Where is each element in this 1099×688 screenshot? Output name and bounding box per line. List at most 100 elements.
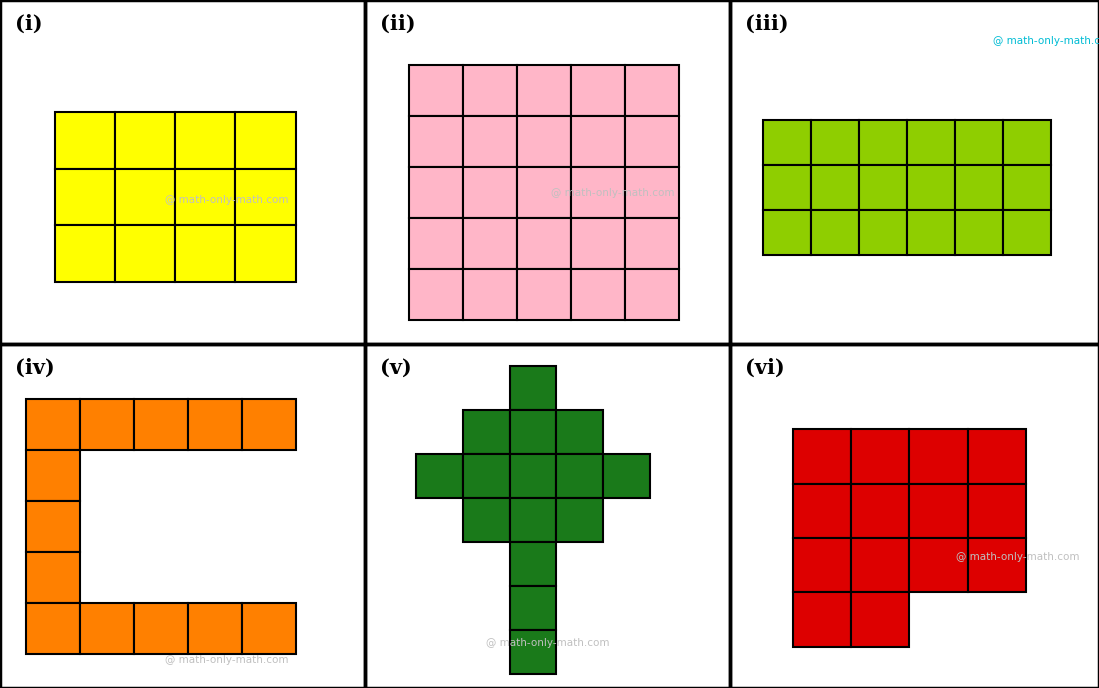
Text: @ math-only-math.com: @ math-only-math.com [165,195,288,204]
Bar [570,269,625,320]
Bar [463,454,510,498]
Bar [409,269,463,320]
Bar [510,410,556,454]
Bar [851,592,909,647]
Bar [510,586,556,630]
Bar [463,410,510,454]
Bar [570,167,625,218]
Text: (iii): (iii) [745,14,788,34]
Bar [463,65,517,116]
Bar [792,592,851,647]
Text: @ math-only-math.com: @ math-only-math.com [552,188,675,197]
Text: @ math-only-math.com: @ math-only-math.com [993,36,1099,46]
Bar [188,399,242,450]
Text: (v): (v) [379,358,411,378]
Bar [188,603,242,654]
Bar [851,429,909,484]
Bar [811,210,859,255]
Bar [463,498,510,542]
Bar [556,410,603,454]
Bar [510,498,556,542]
Bar [409,116,463,167]
Bar [556,498,603,542]
Bar [909,429,967,484]
Bar [517,65,570,116]
Bar [1003,165,1051,210]
Bar [792,429,851,484]
Text: @ math-only-math.com: @ math-only-math.com [486,638,609,648]
Bar [851,484,909,538]
Bar [25,603,79,654]
Bar [517,167,570,218]
Bar [625,65,679,116]
Bar [907,120,955,165]
Bar [409,218,463,269]
Bar [510,542,556,586]
Bar [417,454,463,498]
Bar [625,167,679,218]
Bar [907,165,955,210]
Bar [625,269,679,320]
Bar [409,167,463,218]
Bar [175,111,235,169]
Bar [1003,210,1051,255]
Bar [603,454,650,498]
Bar [955,210,1003,255]
Bar [115,169,175,226]
Bar [811,165,859,210]
Text: (ii): (ii) [379,14,415,34]
Text: @ math-only-math.com: @ math-only-math.com [956,552,1079,562]
Bar [79,399,134,450]
Bar [115,226,175,282]
Bar [907,210,955,255]
Bar [763,120,811,165]
Bar [851,538,909,592]
Bar [463,167,517,218]
Bar [517,116,570,167]
Bar [967,538,1026,592]
Bar [763,165,811,210]
Bar [235,111,296,169]
Bar [955,120,1003,165]
Bar [25,399,79,450]
Bar [792,538,851,592]
Bar [55,169,115,226]
Bar [235,226,296,282]
Text: (iv): (iv) [14,358,54,378]
Text: @ math-only-math.com: @ math-only-math.com [165,656,288,665]
Bar [570,218,625,269]
Bar [967,484,1026,538]
Bar [409,65,463,116]
Bar [510,630,556,674]
Bar [235,169,296,226]
Bar [517,218,570,269]
Bar [242,603,296,654]
Bar [570,116,625,167]
Bar [859,120,907,165]
Bar [175,169,235,226]
Bar [463,218,517,269]
Bar [570,65,625,116]
Bar [625,116,679,167]
Text: (vi): (vi) [745,358,785,378]
Bar [859,165,907,210]
Bar [25,501,79,552]
Bar [510,366,556,410]
Bar [463,116,517,167]
Bar [625,218,679,269]
Bar [25,450,79,501]
Bar [55,111,115,169]
Bar [79,603,134,654]
Bar [55,226,115,282]
Bar [556,454,603,498]
Bar [510,454,556,498]
Bar [763,210,811,255]
Bar [909,484,967,538]
Bar [517,269,570,320]
Bar [1003,120,1051,165]
Bar [134,603,188,654]
Bar [242,399,296,450]
Bar [967,429,1026,484]
Bar [955,165,1003,210]
Bar [115,111,175,169]
